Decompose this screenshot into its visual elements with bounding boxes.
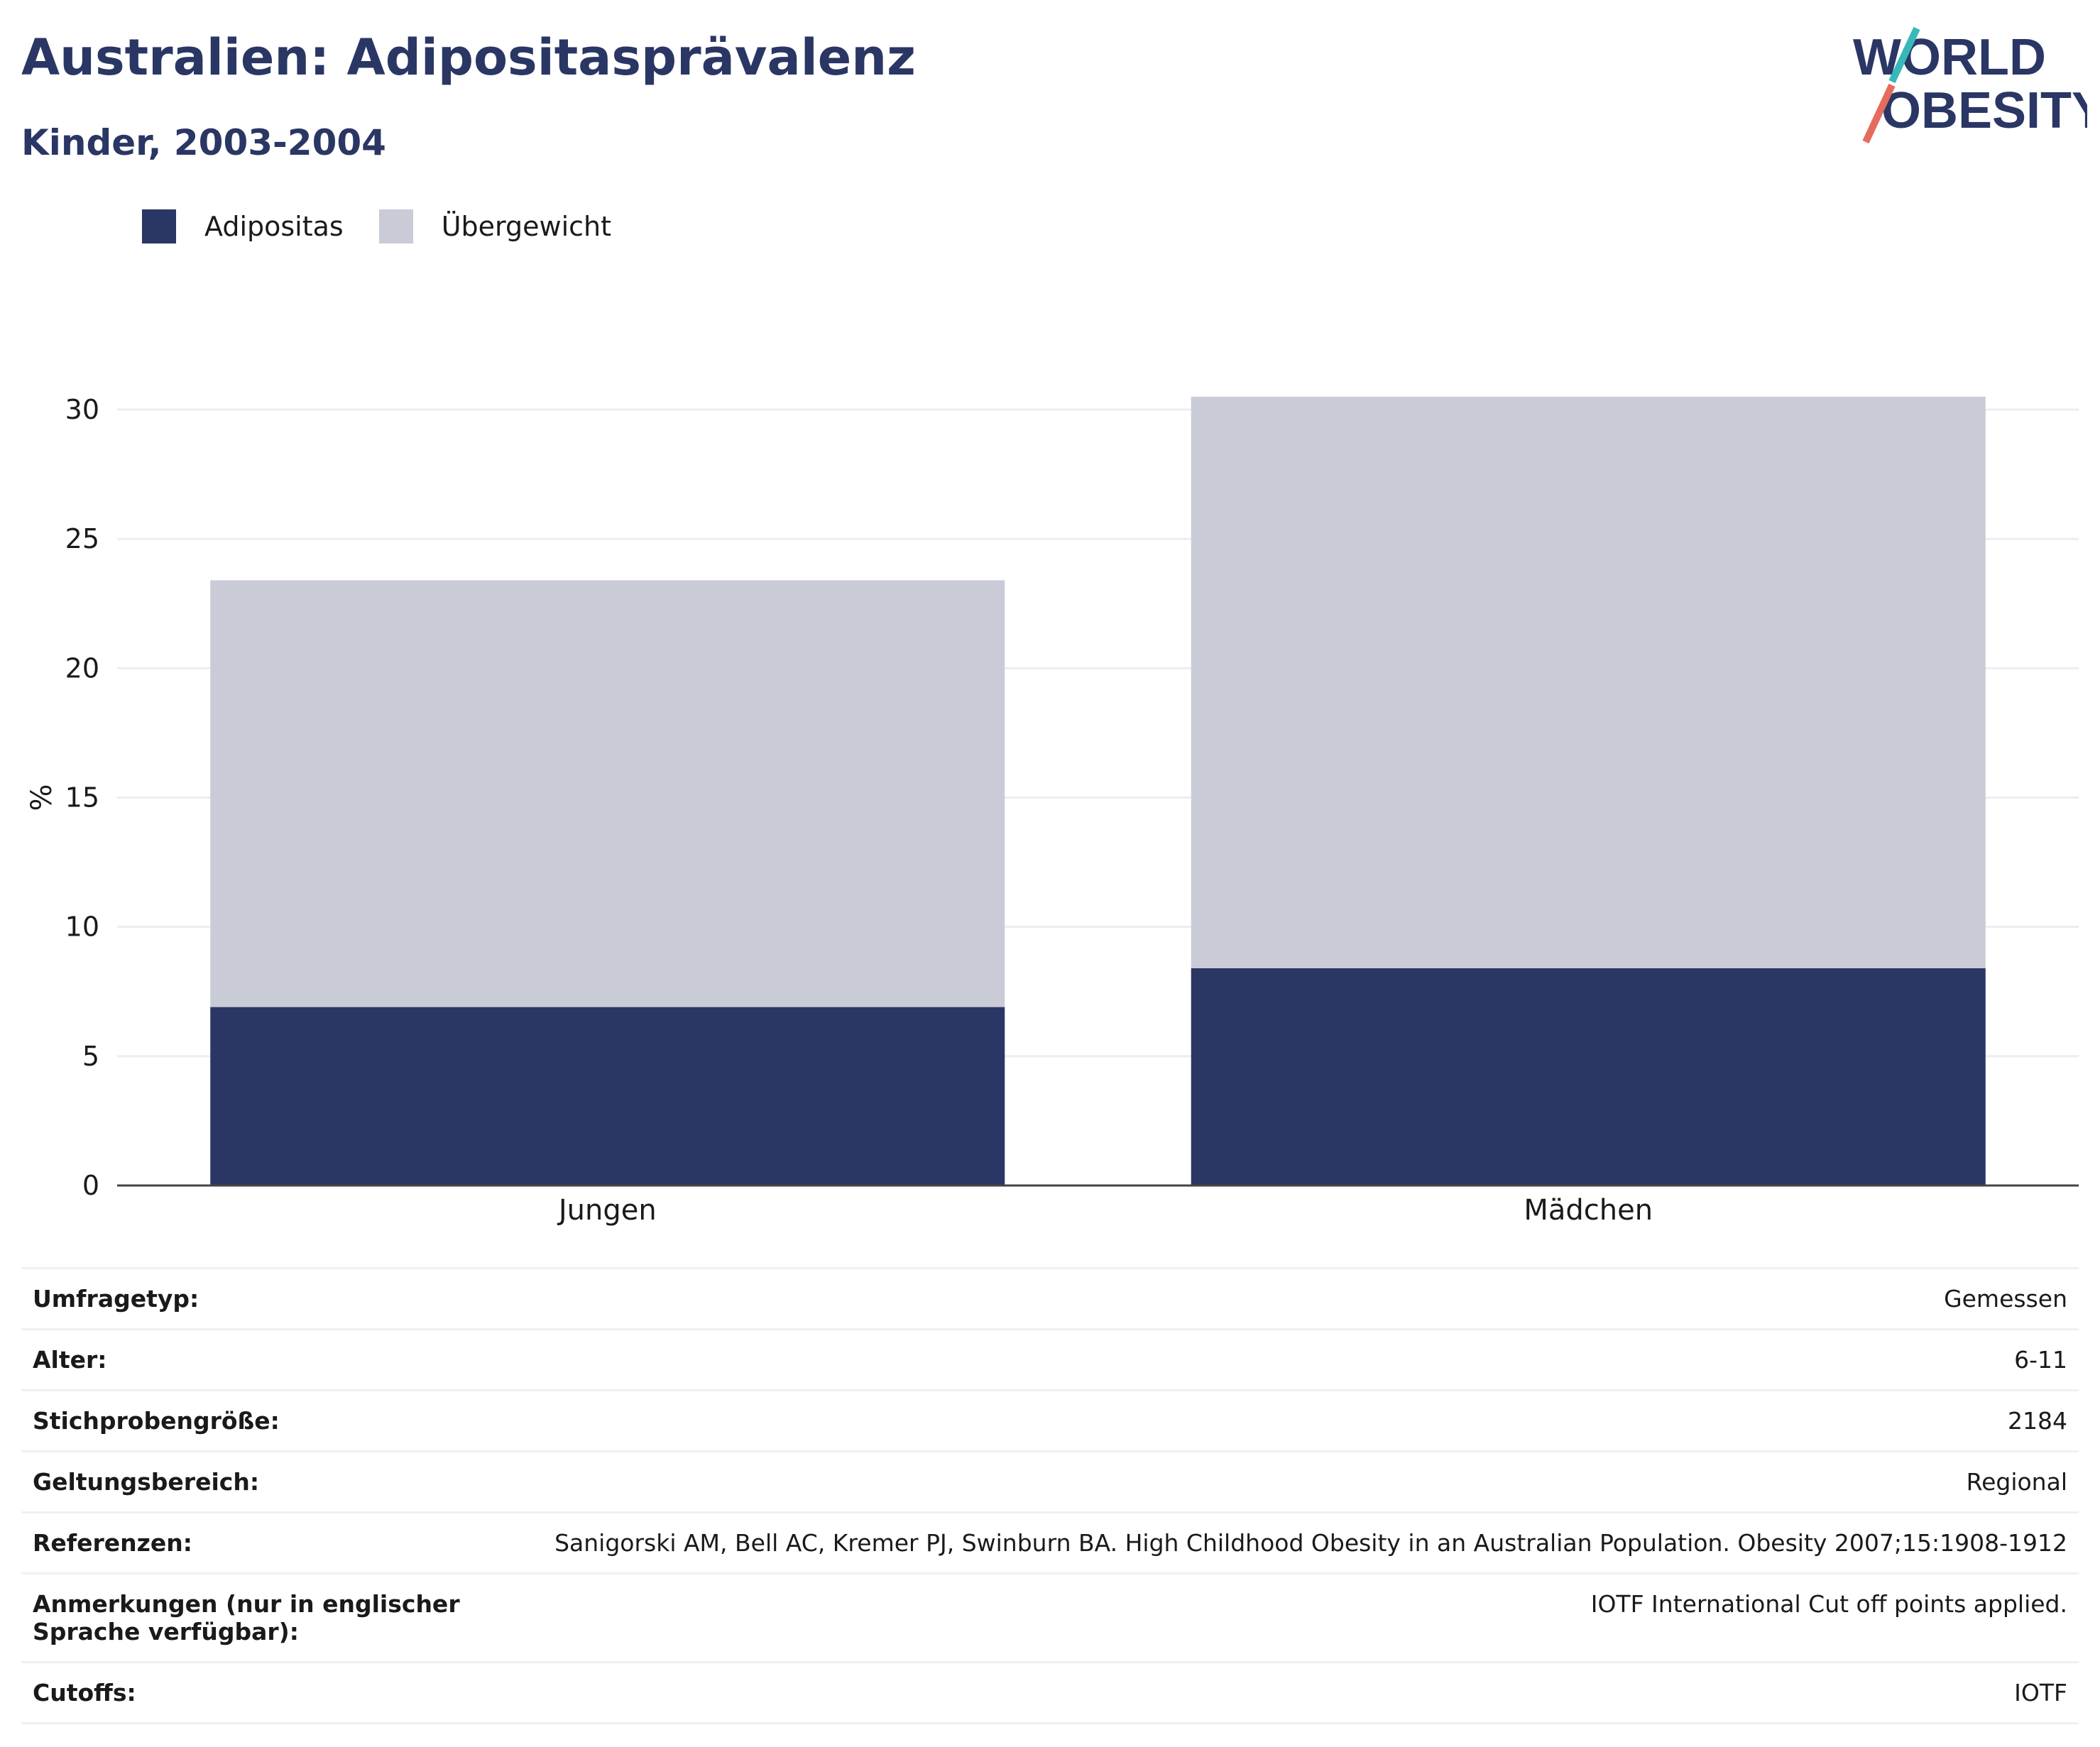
meta-row: Umfragetyp: Gemessen [21, 1267, 2079, 1330]
meta-label: Anmerkungen (nur in englischer Sprache v… [21, 1572, 541, 1663]
bar-uebergewicht [210, 580, 1005, 1007]
meta-label: Alter: [21, 1328, 541, 1391]
meta-value: Gemessen [541, 1267, 2079, 1330]
meta-label: Umfragetyp: [21, 1267, 541, 1330]
meta-value: 6-11 [541, 1328, 2079, 1391]
world-obesity-logo: WORLD OBESITY [1853, 26, 2087, 144]
meta-label: Geltungsbereich: [21, 1450, 541, 1513]
meta-row: Stichprobengröße: 2184 [21, 1389, 2079, 1452]
meta-value: IOTF International Cut off points applie… [541, 1572, 2079, 1663]
chart-subtitle: Kinder, 2003-2004 [21, 122, 386, 163]
meta-row: Cutoffs: IOTF [21, 1661, 2079, 1724]
meta-value: 2184 [541, 1389, 2079, 1452]
y-axis-label: % [26, 784, 58, 811]
bar-adipositas [1191, 968, 1986, 1185]
meta-row: Referenzen: Sanigorski AM, Bell AC, Kreme… [21, 1511, 2079, 1574]
meta-label: Referenzen: [21, 1511, 541, 1574]
y-tick-label: 20 [65, 652, 99, 684]
chart-legend: Adipositas Übergewicht [142, 209, 647, 243]
metadata-table: Umfragetyp: Gemessen Alter: 6-11 Stichproben… [21, 1267, 2079, 1724]
bar-adipositas [210, 1007, 1005, 1185]
x-tick-label: Mädchen [1524, 1194, 1653, 1227]
legend-swatch-uebergewicht [378, 209, 413, 243]
bar-uebergewicht [1191, 396, 1986, 968]
y-tick-label: 0 [82, 1170, 99, 1201]
y-tick-label: 25 [65, 523, 99, 554]
x-tick-label: Jungen [557, 1194, 657, 1227]
meta-value: IOTF [541, 1661, 2079, 1724]
chart-title: Australien: Adipositasprävalenz [21, 28, 916, 87]
svg-text:OBESITY: OBESITY [1881, 82, 2087, 139]
y-tick-label: 10 [65, 911, 99, 943]
meta-row: Geltungsbereich: Regional [21, 1450, 2079, 1513]
legend-item-uebergewicht[interactable]: Übergewicht [378, 209, 611, 243]
stacked-bar-chart: 0 5 10 15 20 25 30% Jungen Mädchen [26, 394, 2079, 1227]
meta-row: Anmerkungen (nur in englischer Sprache v… [21, 1572, 2079, 1663]
y-tick-label: 30 [65, 394, 99, 425]
legend-swatch-adipositas [142, 209, 176, 243]
meta-label: Cutoffs: [21, 1661, 541, 1724]
y-tick-label: 15 [65, 782, 99, 814]
meta-label: Stichprobengröße: [21, 1389, 541, 1452]
svg-text:WORLD: WORLD [1853, 29, 2046, 86]
legend-label-adipositas: Adipositas [204, 211, 344, 242]
meta-value: Sanigorski AM, Bell AC, Kremer PJ, Swinb… [541, 1511, 2079, 1574]
y-tick-label: 5 [82, 1041, 99, 1072]
meta-value: Regional [541, 1450, 2079, 1513]
legend-item-adipositas[interactable]: Adipositas [142, 209, 344, 243]
legend-label-uebergewicht: Übergewicht [441, 211, 611, 242]
meta-row: Alter: 6-11 [21, 1328, 2079, 1391]
